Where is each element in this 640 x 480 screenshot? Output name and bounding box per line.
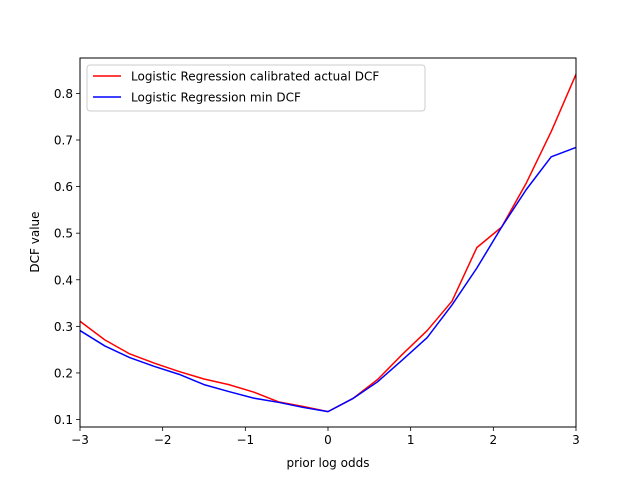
y-tick-label: 0.2	[54, 366, 73, 380]
x-tick-label: 0	[324, 433, 332, 447]
y-tick-label: 0.1	[54, 413, 73, 427]
series-line-1	[79, 146, 577, 413]
y-tick-label: 0.5	[54, 227, 73, 241]
y-tick-label: 0.3	[54, 320, 73, 334]
y-tick-label: 0.4	[54, 273, 73, 287]
plot-lines	[79, 74, 577, 413]
y-tick-label: 0.7	[54, 134, 73, 148]
legend-label-min-dcf: Logistic Regression min DCF	[131, 91, 301, 105]
y-axis-ticks: 0.1 0.2 0.3 0.4 0.5 0.6 0.7 0.8	[54, 87, 80, 427]
y-tick-label: 0.6	[54, 180, 73, 194]
legend-box	[86, 64, 426, 112]
y-tick-label: 0.8	[54, 87, 73, 101]
x-tick-label: −3	[71, 433, 89, 447]
plot-frame	[79, 57, 577, 428]
x-tick-label: 3	[572, 433, 580, 447]
x-tick-label: −2	[154, 433, 172, 447]
y-axis-label: DCF value	[28, 211, 42, 272]
x-tick-label: −1	[236, 433, 254, 447]
x-axis-ticks: −3 −2 −1 0 1 2 3	[71, 427, 580, 447]
x-axis-label: prior log odds	[287, 456, 370, 470]
x-tick-label: 2	[490, 433, 498, 447]
legend-label-actual-dcf: Logistic Regression calibrated actual DC…	[131, 70, 379, 84]
x-tick-label: 1	[407, 433, 415, 447]
legend: Logistic Regression calibrated actual DC…	[86, 64, 426, 112]
